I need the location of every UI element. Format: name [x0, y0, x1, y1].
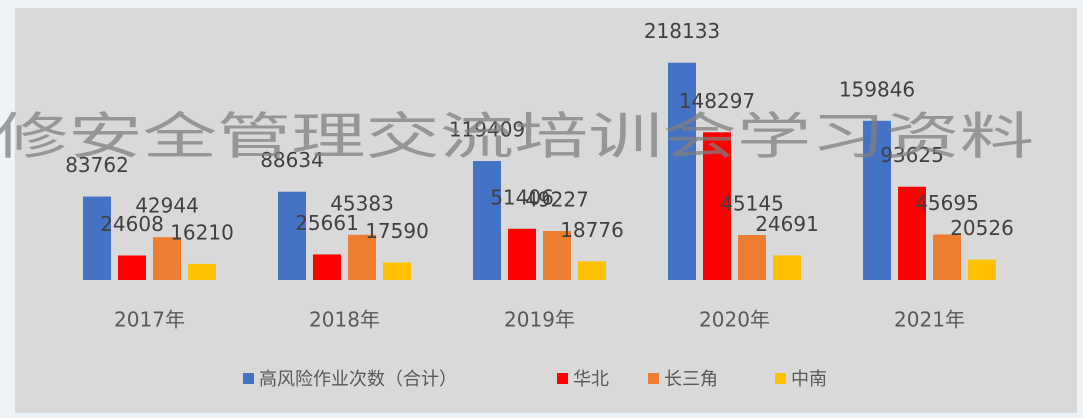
value-label: 159846 [839, 77, 915, 101]
bar [383, 262, 411, 280]
bar [933, 234, 961, 280]
bar [313, 254, 341, 280]
bar [153, 237, 181, 280]
value-label: 45383 [330, 191, 394, 215]
value-label: 119409 [449, 118, 525, 142]
value-label: 24608 [100, 212, 164, 236]
legend-swatch [557, 373, 568, 384]
legend-swatch [775, 373, 786, 384]
value-label: 51406 [490, 185, 554, 209]
bar [668, 62, 696, 280]
value-label: 83762 [65, 153, 129, 177]
value-label: 25661 [295, 211, 359, 235]
bar [83, 196, 111, 280]
legend-label: 中南 [791, 369, 827, 390]
bar [863, 120, 891, 280]
bar [278, 191, 306, 280]
value-label: 20526 [950, 216, 1014, 240]
legend-label: 华北 [573, 369, 609, 390]
bar [738, 235, 766, 280]
value-label: 49227 [525, 187, 589, 211]
x-tick-label: 2019年 [504, 308, 575, 332]
bar [508, 228, 536, 280]
value-label: 88634 [260, 148, 324, 172]
value-label: 148297 [679, 89, 755, 113]
bar [968, 259, 996, 280]
legend-label: 长三角 [664, 369, 718, 390]
legend-swatch [243, 373, 254, 384]
bar [348, 234, 376, 280]
value-label: 18776 [560, 218, 624, 242]
bar [773, 255, 801, 280]
legend-label: 高风险作业次数（合计） [259, 369, 457, 390]
bar [898, 186, 926, 280]
value-label: 42944 [135, 194, 199, 218]
value-label: 17590 [365, 219, 429, 243]
x-tick-label: 2021年 [894, 308, 965, 332]
watermark: 修安全管理交流培训会学习资料 [0, 108, 1034, 166]
value-label: 218133 [644, 19, 720, 43]
value-label: 93625 [880, 143, 944, 167]
value-label: 24691 [755, 212, 819, 236]
bar [473, 161, 501, 280]
bar [188, 263, 216, 280]
value-label: 45145 [720, 192, 784, 216]
bar [118, 255, 146, 280]
bar [578, 261, 606, 280]
x-tick-label: 2020年 [699, 308, 770, 332]
value-label: 16210 [170, 220, 234, 244]
x-tick-label: 2017年 [114, 308, 185, 332]
value-label: 45695 [915, 191, 979, 215]
bar [703, 132, 731, 280]
bar [543, 230, 571, 280]
x-tick-label: 2018年 [309, 308, 380, 332]
legend-swatch [648, 373, 659, 384]
